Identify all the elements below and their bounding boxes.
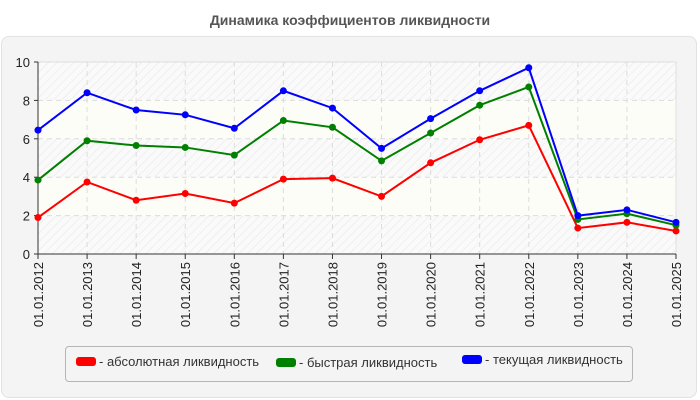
legend-label: - абсолютная ликвидность [99, 354, 260, 369]
svg-text:2: 2 [23, 209, 30, 224]
legend-item-quick: - быстрая ликвидность [276, 355, 437, 370]
svg-text:6: 6 [23, 132, 30, 147]
svg-text:01.01.2023: 01.01.2023 [571, 262, 586, 327]
svg-text:01.01.2020: 01.01.2020 [424, 262, 439, 327]
svg-text:01.01.2022: 01.01.2022 [522, 262, 537, 327]
legend-item-absolute: - абсолютная ликвидность [76, 354, 259, 369]
chart-title: Динамика коэффициентов ликвидности [209, 12, 491, 28]
svg-text:01.01.2024: 01.01.2024 [620, 262, 635, 327]
axes: 0 2 4 6 8 10 01.01.2012 01.01.2013 01.01.2014 01.… [16, 55, 684, 327]
legend-label: - быстрая ликвидность [299, 355, 438, 370]
legend-swatch-blue [462, 355, 482, 364]
svg-text:01.01.2019: 01.01.2019 [375, 262, 390, 327]
legend-swatch-red [76, 357, 96, 366]
plot-area [37, 61, 677, 255]
legend-swatch-green [276, 358, 296, 367]
svg-text:10: 10 [16, 55, 30, 70]
legend-label: - текущая ликвидность [485, 352, 623, 367]
data-series [34, 64, 680, 235]
svg-text:01.01.2012: 01.01.2012 [31, 262, 46, 327]
svg-text:01.01.2014: 01.01.2014 [129, 262, 144, 327]
svg-text:01.01.2025: 01.01.2025 [669, 262, 684, 327]
svg-text:01.01.2015: 01.01.2015 [178, 262, 193, 327]
svg-text:01.01.2017: 01.01.2017 [276, 262, 291, 327]
legend: - абсолютная ликвидность - быстрая ликви… [65, 346, 633, 382]
svg-text:8: 8 [23, 93, 30, 108]
svg-text:4: 4 [23, 170, 30, 185]
svg-text:01.01.2013: 01.01.2013 [80, 262, 95, 327]
svg-text:01.01.2018: 01.01.2018 [325, 262, 340, 327]
svg-text:0: 0 [23, 247, 30, 262]
legend-item-current: - текущая ликвидность [462, 352, 623, 367]
svg-text:01.01.2021: 01.01.2021 [473, 262, 488, 327]
svg-text:01.01.2016: 01.01.2016 [227, 262, 242, 327]
